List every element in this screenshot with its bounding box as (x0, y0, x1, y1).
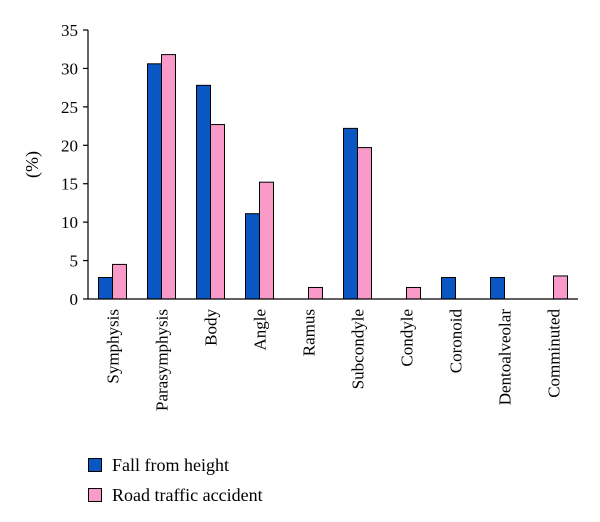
bars (98, 54, 568, 300)
y-axis-title-group: (%) (22, 151, 43, 178)
y-tick-label: 35 (61, 21, 78, 40)
x-tick-label-dentoalveolar: Dentoalveolar (496, 309, 515, 406)
bar-fall-from-height-symphysis (98, 276, 113, 300)
legend: Fall from height Road traffic accident (88, 450, 263, 510)
legend-item-fall-from-height: Fall from height (88, 450, 263, 480)
x-tick-label-condyle: Condyle (398, 309, 417, 367)
legend-swatch-road-traffic-accident (88, 488, 102, 502)
bar-road-traffic-accident-body (210, 124, 225, 300)
legend-item-road-traffic-accident: Road traffic accident (88, 480, 263, 510)
bar-road-traffic-accident-symphysis (112, 263, 127, 300)
bar-fall-from-height-angle (245, 213, 260, 300)
bar-road-traffic-accident-condyle (406, 286, 421, 300)
x-tick-label-parasymphysis: Parasymphysis (153, 309, 172, 411)
legend-swatch-fall-from-height (88, 458, 102, 472)
y-tick-label: 25 (61, 98, 78, 117)
y-tick-label: 5 (70, 252, 79, 271)
bar-road-traffic-accident-comminuted (553, 275, 568, 300)
x-tick-label-comminuted: Comminuted (545, 309, 564, 398)
y-tick-label: 10 (61, 213, 78, 232)
bar-road-traffic-accident-angle (259, 181, 274, 300)
y-tick-label: 15 (61, 175, 78, 194)
y-axis-ticks: 0 5 10 15 20 25 30 35 (61, 21, 88, 309)
bar-road-traffic-accident-ramus (308, 286, 323, 300)
x-tick-label-subcondyle: Subcondyle (349, 309, 368, 389)
legend-label-fall-from-height: Fall from height (112, 454, 229, 475)
x-tick-label-ramus: Ramus (300, 309, 319, 356)
x-tick-label-angle: Angle (251, 309, 270, 351)
x-tick-label-coronoid: Coronoid (447, 309, 466, 374)
x-tick-label-symphysis: Symphysis (104, 309, 123, 384)
legend-label-road-traffic-accident: Road traffic accident (112, 484, 263, 505)
bar-fall-from-height-body (196, 84, 211, 300)
bar-fall-from-height-coronoid (441, 276, 456, 300)
y-axis-title: (%) (22, 151, 43, 178)
bar-road-traffic-accident-parasymphysis (161, 54, 176, 300)
bar-fall-from-height-subcondyle (343, 127, 358, 300)
bar-fall-from-height-parasymphysis (147, 63, 162, 300)
x-tick-label-body: Body (202, 309, 221, 346)
x-axis-labels: Symphysis Parasymphysis Body Angle Ramus Subc… (104, 309, 564, 411)
y-tick-label: 0 (70, 290, 79, 309)
bar-fall-from-height-dentoalveolar (490, 276, 505, 300)
bar-road-traffic-accident-subcondyle (357, 147, 372, 300)
y-tick-label: 30 (61, 59, 78, 78)
y-tick-label: 20 (61, 136, 78, 155)
